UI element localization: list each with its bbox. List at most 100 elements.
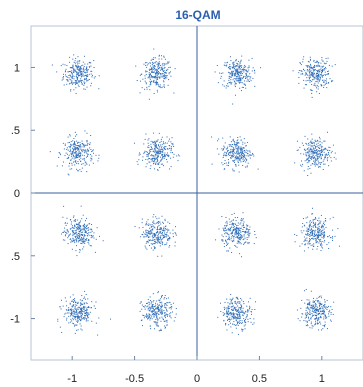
scatter-point bbox=[234, 86, 236, 88]
scatter-point bbox=[225, 87, 227, 89]
scatter-point bbox=[71, 73, 73, 75]
scatter-point bbox=[157, 73, 159, 75]
scatter-point bbox=[157, 156, 159, 158]
scatter-point bbox=[149, 236, 151, 238]
scatter-point bbox=[316, 318, 318, 319]
scatter-point bbox=[154, 155, 156, 157]
scatter-point bbox=[316, 73, 318, 75]
scatter-point bbox=[241, 147, 243, 149]
scatter-point bbox=[150, 140, 152, 142]
scatter-point bbox=[218, 228, 220, 230]
scatter-point bbox=[152, 293, 154, 295]
scatter-point bbox=[162, 151, 164, 153]
scatter-point bbox=[325, 81, 327, 83]
scatter-point bbox=[146, 221, 148, 223]
scatter-point bbox=[147, 232, 149, 234]
scatter-point bbox=[83, 296, 85, 298]
scatter-point bbox=[324, 321, 326, 323]
scatter-point bbox=[79, 152, 81, 154]
scatter-point bbox=[144, 75, 146, 77]
scatter-point bbox=[236, 142, 238, 144]
scatter-point bbox=[319, 140, 321, 142]
scatter-point bbox=[321, 152, 323, 153]
scatter-point bbox=[312, 73, 314, 75]
scatter-point bbox=[67, 230, 69, 232]
scatter-point bbox=[330, 157, 332, 159]
scatter-point bbox=[68, 154, 70, 156]
scatter-point bbox=[231, 308, 233, 310]
scatter-point bbox=[320, 220, 322, 222]
scatter-point bbox=[235, 78, 237, 80]
scatter-point bbox=[322, 225, 324, 227]
scatter-point bbox=[144, 305, 146, 307]
scatter-point bbox=[326, 300, 328, 302]
scatter-point bbox=[166, 314, 168, 316]
scatter-point bbox=[94, 76, 96, 78]
scatter-point bbox=[324, 63, 326, 65]
scatter-point bbox=[233, 143, 235, 145]
scatter-point bbox=[235, 165, 237, 167]
scatter-point bbox=[150, 247, 152, 249]
scatter-point bbox=[171, 143, 173, 145]
scatter-point bbox=[78, 145, 80, 147]
scatter-point bbox=[149, 296, 151, 298]
scatter-point bbox=[80, 67, 82, 69]
scatter-point bbox=[233, 64, 235, 66]
scatter-point bbox=[232, 309, 234, 311]
scatter-point bbox=[234, 84, 236, 86]
scatter-point bbox=[83, 159, 85, 161]
scatter-point bbox=[72, 319, 74, 321]
scatter-point bbox=[64, 313, 66, 315]
scatter-point bbox=[247, 234, 249, 236]
scatter-point bbox=[318, 65, 320, 67]
scatter-point bbox=[234, 69, 236, 71]
scatter-point bbox=[297, 318, 299, 320]
scatter-point bbox=[67, 79, 69, 81]
scatter-point bbox=[238, 71, 240, 73]
scatter-point bbox=[86, 141, 88, 143]
scatter-point bbox=[233, 73, 235, 75]
scatter-point bbox=[147, 230, 149, 232]
scatter-point bbox=[83, 310, 85, 312]
scatter-point bbox=[323, 318, 325, 320]
scatter-point bbox=[300, 230, 302, 232]
x-tick-label: 0.5 bbox=[252, 373, 267, 385]
scatter-point bbox=[230, 83, 232, 85]
scatter-point bbox=[305, 315, 307, 317]
scatter-point bbox=[323, 84, 325, 86]
scatter-point bbox=[157, 169, 159, 171]
scatter-point bbox=[71, 313, 73, 315]
scatter-point bbox=[74, 324, 76, 326]
scatter-point bbox=[153, 214, 155, 216]
scatter-point bbox=[322, 325, 324, 327]
scatter-point bbox=[234, 227, 236, 229]
scatter-point bbox=[305, 80, 307, 82]
scatter-point bbox=[152, 304, 154, 306]
scatter-point bbox=[97, 160, 99, 162]
scatter-point bbox=[86, 312, 88, 314]
scatter-point bbox=[152, 233, 154, 235]
scatter-point bbox=[149, 151, 151, 153]
scatter-point bbox=[87, 320, 89, 322]
scatter-point bbox=[83, 308, 85, 310]
scatter-point bbox=[310, 150, 312, 152]
scatter-point bbox=[305, 325, 307, 327]
scatter-point bbox=[231, 66, 233, 68]
scatter-point bbox=[240, 71, 242, 73]
scatter-point bbox=[82, 231, 83, 233]
scatter-point bbox=[305, 243, 307, 245]
scatter-point bbox=[150, 243, 152, 245]
scatter-point bbox=[233, 66, 235, 68]
scatter-point bbox=[78, 318, 80, 320]
scatter-point bbox=[79, 310, 81, 312]
scatter-point bbox=[62, 216, 64, 218]
scatter-point bbox=[329, 147, 331, 149]
scatter-point bbox=[332, 313, 334, 315]
scatter-point bbox=[317, 145, 319, 147]
scatter-point bbox=[160, 312, 162, 314]
scatter-point bbox=[74, 242, 76, 244]
scatter-point bbox=[79, 229, 81, 231]
scatter-point bbox=[239, 65, 241, 67]
scatter-point bbox=[231, 226, 233, 228]
scatter-point bbox=[233, 229, 235, 231]
